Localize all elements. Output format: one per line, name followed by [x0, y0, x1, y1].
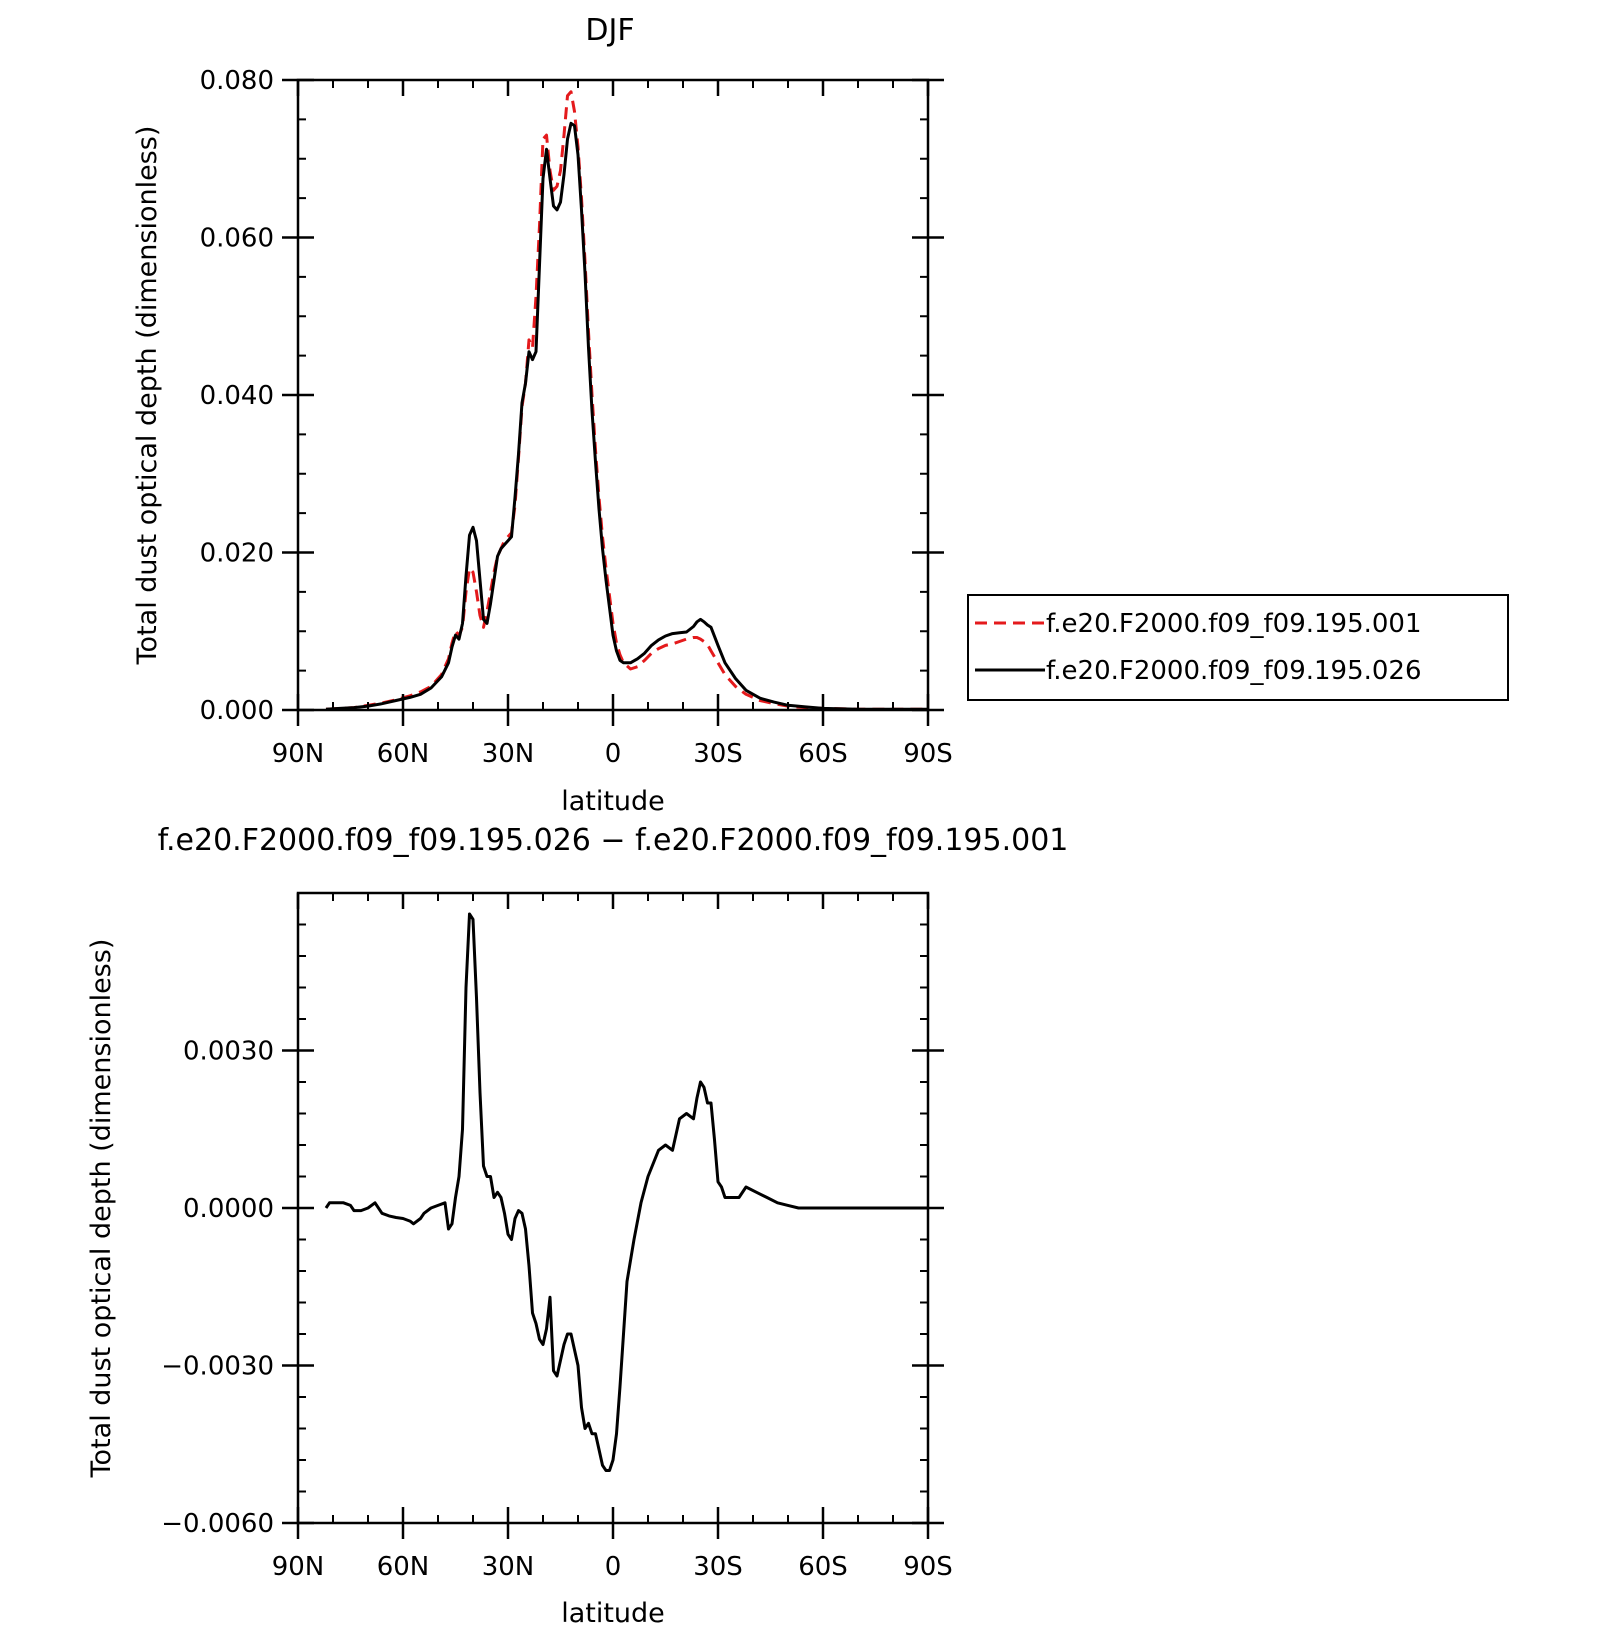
- top-x-tick-label: 90N: [272, 739, 325, 769]
- bottom-x-tick-label: 90N: [272, 1552, 325, 1582]
- top-x-tick-label: 30N: [482, 739, 535, 769]
- top-legend: f.e20.F2000.f09_f09.195.001 f.e20.F2000.…: [967, 594, 1509, 701]
- top-tick-group: 90N 60N 30N 0 30S 60S 90S 0.000 0.020 0.040 0.060 0…: [200, 66, 953, 769]
- bottom-x-tick-label: 0: [605, 1552, 622, 1582]
- top-y-tick-label: 0.020: [200, 539, 274, 569]
- top-x-tick-label: 60S: [798, 739, 848, 769]
- top-x-axis-title: latitude: [561, 786, 665, 817]
- bottom-series-line-1: [324, 912, 928, 1472]
- top-series-line-2: [325, 121, 928, 711]
- top-x-tick-label: 30S: [693, 739, 743, 769]
- bottom-y-tick-label: 0.0000: [183, 1194, 274, 1224]
- top-x-tick-label: 0: [605, 739, 622, 769]
- legend-box: [967, 594, 1509, 701]
- top-y-tick-label: 0.060: [200, 224, 274, 254]
- top-plot-title: DJF: [585, 13, 634, 48]
- top-y-tick-label: 0.000: [200, 696, 274, 726]
- top-y-tick-label: 0.080: [200, 66, 274, 96]
- bottom-x-tick-label: 90S: [903, 1552, 953, 1582]
- top-y-axis-title: Total dust optical depth (dimensionless): [132, 126, 163, 666]
- top-panel: DJF 90N 60N 30N 0 30S 60S 90S 0.000 0.020 0.040 0.…: [132, 13, 1509, 817]
- bottom-x-tick-label: 60N: [377, 1552, 430, 1582]
- bottom-plot-title: f.e20.F2000.f09_f09.195.026 − f.e20.F200…: [158, 823, 1069, 858]
- bottom-tick-group: 90N 60N 30N 0 30S 60S 90S −0.0060 −0.0030 0.0000 0…: [161, 892, 953, 1582]
- bottom-y-tick-label: −0.0030: [161, 1352, 274, 1382]
- top-series-group: [325, 90, 928, 711]
- legend-label-series-1: f.e20.F2000.f09_f09.195.001: [1046, 609, 1422, 639]
- bottom-panel: f.e20.F2000.f09_f09.195.026 − f.e20.F200…: [86, 823, 1068, 1629]
- bottom-x-tick-label: 30S: [693, 1552, 743, 1582]
- top-series-line-1: [325, 90, 928, 711]
- top-x-tick-label: 90S: [903, 739, 953, 769]
- legend-label-series-2: f.e20.F2000.f09_f09.195.026: [1046, 656, 1422, 686]
- top-y-tick-label: 0.040: [200, 381, 274, 411]
- bottom-x-axis-title: latitude: [561, 1598, 665, 1629]
- bottom-y-tick-label: −0.0060: [161, 1509, 274, 1539]
- bottom-x-tick-label: 30N: [482, 1552, 535, 1582]
- bottom-series-group: [324, 912, 928, 1472]
- bottom-y-tick-label: 0.0030: [183, 1037, 274, 1067]
- top-x-tick-label: 60N: [377, 739, 430, 769]
- bottom-y-axis-title: Total dust optical depth (dimensionless): [86, 939, 117, 1479]
- bottom-x-tick-label: 60S: [798, 1552, 848, 1582]
